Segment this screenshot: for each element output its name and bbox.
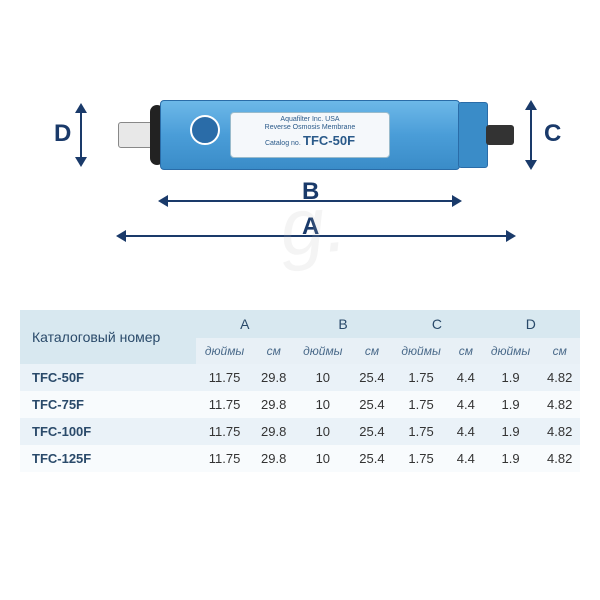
table-body: TFC-50F 11.75 29.8 10 25.4 1.75 4.4 1.9 …: [20, 364, 580, 472]
cell: 1.75: [392, 364, 450, 391]
label-catalog-prefix: Catalog no.: [265, 140, 301, 147]
brand-logo: [190, 115, 220, 145]
right-nozzle: [486, 125, 514, 145]
cell: 11.75: [196, 445, 254, 472]
cell: 29.8: [253, 418, 294, 445]
dim-c-letter: C: [544, 120, 561, 148]
cell: 4.82: [539, 418, 580, 445]
cell: 10: [294, 445, 352, 472]
table-row: TFC-75F 11.75 29.8 10 25.4 1.75 4.4 1.9 …: [20, 391, 580, 418]
label-brand: Aquafilter Inc. USA: [237, 116, 383, 124]
cell-catalog: TFC-50F: [20, 364, 196, 391]
cell: 29.8: [253, 364, 294, 391]
canvas: Aquafilter Inc. USA Reverse Osmosis Memb…: [0, 0, 600, 600]
unit-d-cm: см: [539, 338, 580, 364]
col-group-b: B: [294, 310, 392, 338]
table-row: TFC-50F 11.75 29.8 10 25.4 1.75 4.4 1.9 …: [20, 364, 580, 391]
cell: 4.4: [450, 445, 482, 472]
cell: 4.82: [539, 445, 580, 472]
dim-b-letter: B: [302, 178, 319, 206]
cell: 11.75: [196, 364, 254, 391]
cell: 4.4: [450, 364, 482, 391]
right-cap: [458, 102, 488, 168]
cell: 29.8: [253, 391, 294, 418]
spec-table: Каталоговый номер A B C D дюймы см дюймы…: [20, 310, 580, 472]
table-row: TFC-100F 11.75 29.8 10 25.4 1.75 4.4 1.9…: [20, 418, 580, 445]
product-label: Aquafilter Inc. USA Reverse Osmosis Memb…: [230, 112, 390, 158]
unit-a-cm: см: [253, 338, 294, 364]
cell: 1.75: [392, 391, 450, 418]
cell: 25.4: [352, 391, 393, 418]
cell: 10: [294, 418, 352, 445]
cell: 4.4: [450, 418, 482, 445]
cell-catalog: TFC-100F: [20, 418, 196, 445]
table-row: TFC-125F 11.75 29.8 10 25.4 1.75 4.4 1.9…: [20, 445, 580, 472]
cell: 4.82: [539, 391, 580, 418]
cell-catalog: TFC-75F: [20, 391, 196, 418]
cell: 1.9: [482, 391, 540, 418]
cell: 1.9: [482, 445, 540, 472]
col-group-a: A: [196, 310, 294, 338]
cell-catalog: TFC-125F: [20, 445, 196, 472]
cell: 1.9: [482, 364, 540, 391]
cell: 1.9: [482, 418, 540, 445]
cell: 11.75: [196, 391, 254, 418]
label-model: TFC-50F: [303, 133, 355, 148]
cell: 4.4: [450, 391, 482, 418]
dim-c-arrow: [530, 102, 532, 168]
dim-a-letter: A: [302, 213, 319, 241]
unit-c-in: дюймы: [392, 338, 450, 364]
cell: 10: [294, 364, 352, 391]
unit-b-in: дюймы: [294, 338, 352, 364]
unit-b-cm: см: [352, 338, 393, 364]
dim-d-arrow: [80, 105, 82, 165]
col-group-d: D: [482, 310, 580, 338]
cell: 29.8: [253, 445, 294, 472]
cell: 10: [294, 391, 352, 418]
cell: 4.82: [539, 364, 580, 391]
unit-a-in: дюймы: [196, 338, 254, 364]
unit-c-cm: см: [450, 338, 482, 364]
unit-d-in: дюймы: [482, 338, 540, 364]
cell: 11.75: [196, 418, 254, 445]
cell: 1.75: [392, 445, 450, 472]
label-desc: Reverse Osmosis Membrane: [237, 124, 383, 132]
cell: 25.4: [352, 418, 393, 445]
cell: 1.75: [392, 418, 450, 445]
product-diagram: Aquafilter Inc. USA Reverse Osmosis Memb…: [50, 60, 550, 260]
cell: 25.4: [352, 445, 393, 472]
table-header-row: Каталоговый номер A B C D: [20, 310, 580, 338]
col-catalog: Каталоговый номер: [20, 310, 196, 364]
col-group-c: C: [392, 310, 481, 338]
dim-d-letter: D: [54, 120, 71, 148]
cell: 25.4: [352, 364, 393, 391]
